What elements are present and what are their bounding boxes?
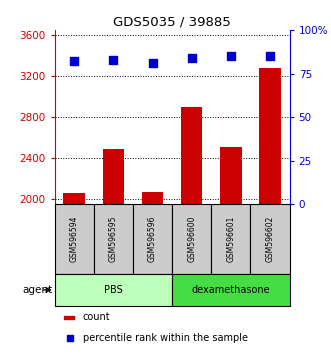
Point <box>111 57 116 63</box>
Bar <box>64 193 85 354</box>
Text: GSM596600: GSM596600 <box>187 216 196 262</box>
Point <box>150 61 155 66</box>
Point <box>71 59 77 64</box>
Bar <box>55 274 172 306</box>
Bar <box>172 204 211 274</box>
Bar <box>142 192 163 354</box>
Bar <box>103 149 124 354</box>
Point <box>267 53 273 59</box>
Point <box>67 335 72 341</box>
Text: GSM596601: GSM596601 <box>226 216 235 262</box>
Bar <box>133 204 172 274</box>
Title: GDS5035 / 39885: GDS5035 / 39885 <box>113 16 231 29</box>
Text: GSM596595: GSM596595 <box>109 216 118 262</box>
Bar <box>94 204 133 274</box>
Point <box>189 55 194 61</box>
Bar <box>211 204 251 274</box>
Text: GSM596594: GSM596594 <box>70 216 79 262</box>
Text: percentile rank within the sample: percentile rank within the sample <box>83 333 248 343</box>
Bar <box>55 204 94 274</box>
Bar <box>220 147 242 354</box>
Bar <box>259 68 281 354</box>
Bar <box>64 316 74 319</box>
Text: GSM596602: GSM596602 <box>265 216 274 262</box>
Text: agent: agent <box>23 285 53 295</box>
Text: PBS: PBS <box>104 285 123 295</box>
Text: count: count <box>83 312 111 322</box>
Text: dexamethasone: dexamethasone <box>192 285 270 295</box>
Bar <box>181 107 203 354</box>
Text: GSM596596: GSM596596 <box>148 216 157 262</box>
Bar <box>251 204 290 274</box>
Point <box>228 53 234 59</box>
Bar <box>172 274 290 306</box>
